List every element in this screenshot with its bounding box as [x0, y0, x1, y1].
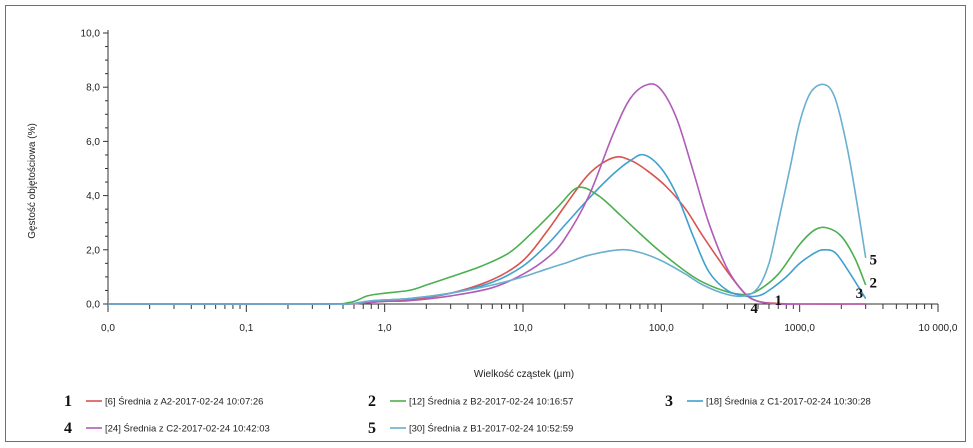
curve-number-2: 2 — [869, 275, 877, 291]
curve-number-4: 4 — [751, 301, 759, 317]
x-axis-title: Wielkość cząstek (µm) — [474, 369, 574, 380]
x-tick-label: 0,0 — [101, 323, 115, 334]
legend: 1 [6] Średnia z A2-2017-02-24 10:07:26 2 [1… — [64, 393, 871, 437]
x-tick-label: 10 000,0 — [919, 323, 958, 334]
legend-item-5: 5 [30] Średnia z B1-2017-02-24 10:52:59 — [368, 420, 573, 437]
legend-item-4: 4 [24] Średnia z C2-2017-02-24 10:42:03 — [64, 420, 270, 437]
x-tick-label: 100,0 — [649, 323, 674, 334]
x-tick-label: 1,0 — [378, 323, 392, 334]
legend-item-2: 2 [12] Średnia z B2-2017-02-24 10:16:57 — [368, 393, 573, 410]
legend-label: [6] Średnia z A2-2017-02-24 10:07:26 — [105, 396, 263, 408]
legend-number: 4 — [64, 420, 72, 437]
y-tick-label: 0,0 — [86, 300, 100, 311]
y-tick-label: 2,0 — [86, 245, 100, 256]
legend-number: 1 — [64, 393, 72, 410]
legend-label: [30] Średnia z B1-2017-02-24 10:52:59 — [409, 423, 573, 435]
x-axis: 0,0 0,1 1,0 10,0 100,0 1000,0 10 000,0 — [101, 303, 958, 334]
curve-number-5: 5 — [869, 252, 877, 268]
series-line-2 — [107, 186, 867, 305]
y-tick-label: 6,0 — [86, 137, 100, 148]
particle-size-chart: 0,02,04,06,08,010,0 0,0 0,1 1,0 10,0 100,0 10… — [27, 29, 958, 438]
x-tick-label: 1000,0 — [784, 323, 815, 334]
y-axis-title: Gęstość objętościowa (%) — [27, 123, 38, 239]
legend-label: [18] Średnia z C1-2017-02-24 10:30:28 — [706, 396, 871, 408]
legend-label: [24] Średnia z C2-2017-02-24 10:42:03 — [105, 423, 270, 435]
series-line-4 — [107, 83, 866, 306]
legend-item-1: 1 [6] Średnia z A2-2017-02-24 10:07:26 — [64, 393, 263, 410]
y-tick-label: 8,0 — [86, 83, 100, 94]
legend-item-3: 3 [18] Średnia z C1-2017-02-24 10:30:28 — [665, 393, 871, 410]
y-axis: 0,0 2,0 4,0 6,0 8,0 10,0 — [81, 29, 109, 311]
legend-number: 5 — [368, 420, 376, 437]
series-layer — [107, 83, 867, 306]
series-line-1 — [107, 156, 866, 305]
y-tick-label: 10,0 — [81, 29, 101, 40]
curve-number-3: 3 — [856, 286, 864, 302]
y-tick-label: 4,0 — [86, 191, 100, 202]
legend-number: 3 — [665, 393, 673, 410]
chart-frame: 0,0 2,0 4,0 6,0 8,0 10,0 0,0 0,1 1,0 10,0 100,0 10… — [5, 5, 966, 442]
series-line-5 — [107, 83, 867, 306]
x-tick-label: 10,0 — [513, 323, 533, 334]
curve-number-1: 1 — [774, 293, 782, 309]
legend-number: 2 — [368, 393, 376, 410]
legend-label: [12] Średnia z B2-2017-02-24 10:16:57 — [409, 396, 573, 408]
x-tick-label: 0,1 — [239, 323, 253, 334]
